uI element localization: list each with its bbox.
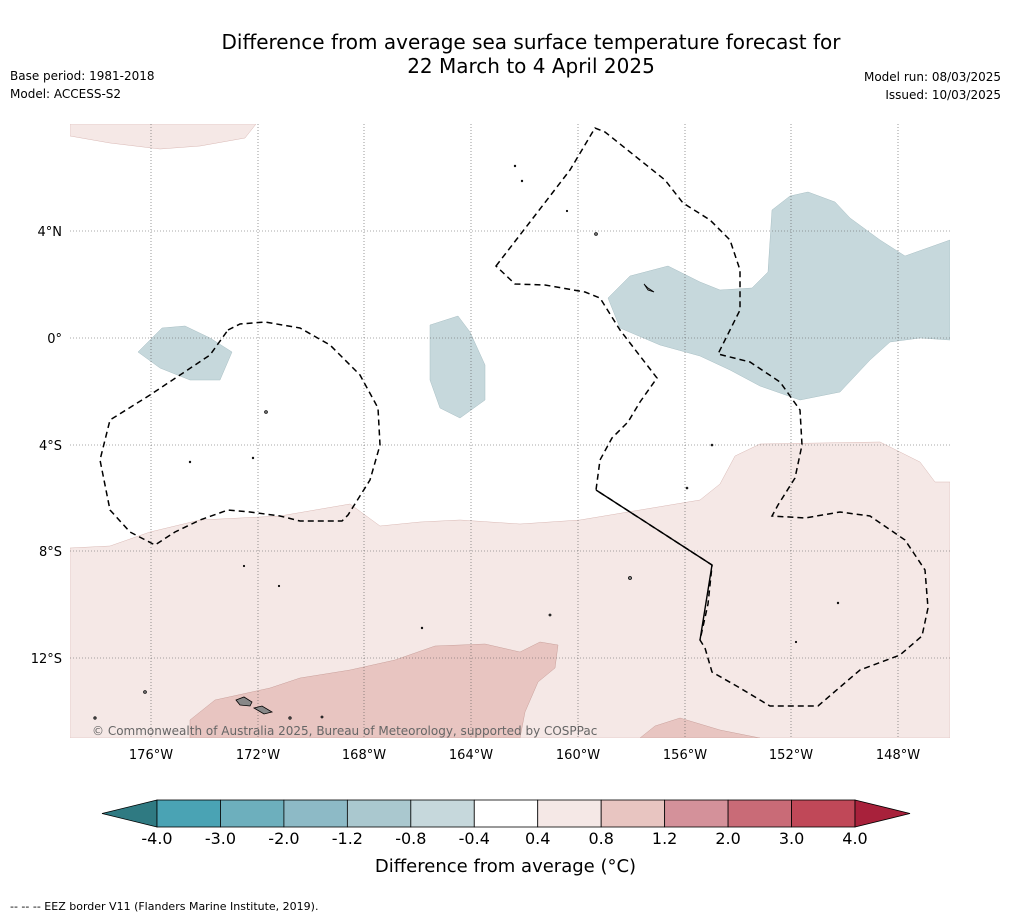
lon-label: 148°W xyxy=(876,748,920,763)
island-speck xyxy=(320,715,324,719)
copyright-notice: © Commonwealth of Australia 2025, Bureau… xyxy=(92,724,598,738)
lon-label: 176°W xyxy=(129,748,173,763)
eez-border-tokelau-west xyxy=(99,321,381,546)
lon-label: 160°W xyxy=(556,748,600,763)
cool-anomaly-region-east xyxy=(607,191,950,401)
meta-right: Model run: 08/03/2025 Issued: 10/03/2025 xyxy=(864,68,1001,104)
colorbar-tick-label: 3.0 xyxy=(779,829,804,848)
island-kiritimati xyxy=(643,283,655,293)
boundary-segment-solid-south xyxy=(699,564,713,641)
colorbar: -4.0 -3.0 -2.0 -1.2 -0.8 -0.4 0.4 0.8 1.2 2.0 3.0 4… xyxy=(101,799,911,848)
island-speck xyxy=(710,443,714,447)
island-speck xyxy=(513,164,517,168)
cool-anomaly-region-west xyxy=(137,325,233,381)
lat-label: 12°S xyxy=(31,652,62,667)
colorbar-tick-label: -4.0 xyxy=(141,829,172,848)
model-name: Model: ACCESS-S2 xyxy=(10,87,122,101)
lat-label: 4°N xyxy=(38,225,63,240)
lon-label: 164°W xyxy=(449,748,493,763)
warm-anomaly-core-southeast xyxy=(639,717,761,738)
colorbar-segment xyxy=(537,799,602,828)
lat-label: 4°S xyxy=(39,439,62,454)
boundary-segment-solid xyxy=(595,489,713,566)
colorbar-segment xyxy=(791,799,856,828)
cool-anomaly-region-central xyxy=(429,315,486,419)
island-savaii xyxy=(252,705,274,715)
colorbar-extend-high xyxy=(854,799,911,828)
issued-date: Issued: 10/03/2025 xyxy=(885,88,1001,102)
title-line-1: Difference from average sea surface temp… xyxy=(221,30,841,54)
lat-label: 0° xyxy=(47,332,62,347)
island-speck xyxy=(251,456,255,460)
island-speck xyxy=(242,564,246,568)
colorbar-tick-label: 4.0 xyxy=(842,829,867,848)
colorbar-tick-label: 0.4 xyxy=(525,829,550,848)
eez-borders xyxy=(99,127,929,707)
island-speck xyxy=(794,640,798,644)
eez-border-kiribati xyxy=(494,127,929,707)
island-speck xyxy=(188,460,192,464)
model-run: Model run: 08/03/2025 xyxy=(863,70,1001,84)
island-speck xyxy=(628,576,632,580)
colorbar-tick-label: 0.8 xyxy=(588,829,613,848)
base-period: Base period: 1981-2018 xyxy=(10,69,155,83)
island-upolu xyxy=(235,696,253,707)
longitude-labels: 176°W 172°W 168°W 164°W 160°W 156°W 152°… xyxy=(129,748,920,763)
lon-label: 172°W xyxy=(236,748,280,763)
colorbar-segment xyxy=(220,799,285,828)
latitude-labels: 4°N 0° 4°S 8°S 12°S xyxy=(31,225,62,667)
colorbar-extend-low xyxy=(101,799,158,828)
map-title: Difference from average sea surface temp… xyxy=(0,30,1011,78)
colorbar-segment xyxy=(156,799,221,828)
island-speck xyxy=(93,716,97,720)
island-speck xyxy=(685,486,689,490)
lat-label: 8°S xyxy=(39,545,62,560)
island-speck xyxy=(594,232,598,236)
colorbar-segment xyxy=(346,799,412,828)
map-area xyxy=(70,124,950,738)
colorbar-tick-label: -0.8 xyxy=(395,829,426,848)
colorbar-tick-label: -3.0 xyxy=(205,829,236,848)
island-speck xyxy=(277,584,281,588)
eez-footnote: -- -- -- EEZ border V11 (Flanders Marine… xyxy=(10,900,319,913)
colorbar-segment xyxy=(727,799,792,828)
meta-left: Base period: 1981-2018 Model: ACCESS-S2 xyxy=(10,67,155,103)
island-speck xyxy=(520,179,524,183)
island-speck xyxy=(264,410,268,414)
islands xyxy=(93,164,840,720)
colorbar-segment xyxy=(283,799,348,828)
island-speck xyxy=(143,690,147,694)
lon-label: 152°W xyxy=(769,748,813,763)
warm-anomaly-region-north xyxy=(70,124,257,150)
lon-label: 168°W xyxy=(342,748,386,763)
lon-label: 156°W xyxy=(663,748,707,763)
colorbar-label: Difference from average (°C) xyxy=(374,856,637,877)
colorbar-tick-label: -2.0 xyxy=(268,829,299,848)
colorbar-tick-label: -0.4 xyxy=(459,829,490,848)
graticule xyxy=(70,124,950,738)
title-line-2: 22 March to 4 April 2025 xyxy=(407,54,655,78)
colorbar-segment xyxy=(410,799,475,828)
colorbar-tick-label: 1.2 xyxy=(652,829,677,848)
colorbar-tick-label: -1.2 xyxy=(332,829,363,848)
island-speck xyxy=(288,716,292,720)
colorbar-segment xyxy=(600,799,666,828)
island-speck xyxy=(836,601,840,605)
warm-anomaly-region-south xyxy=(70,441,950,738)
colorbar-segment xyxy=(664,799,729,828)
colorbar-segment xyxy=(473,799,539,828)
island-speck xyxy=(548,613,552,617)
colorbar-tick-label: 2.0 xyxy=(715,829,740,848)
island-speck xyxy=(420,626,424,630)
island-speck xyxy=(565,209,569,213)
warm-anomaly-core-samoa xyxy=(189,641,559,738)
